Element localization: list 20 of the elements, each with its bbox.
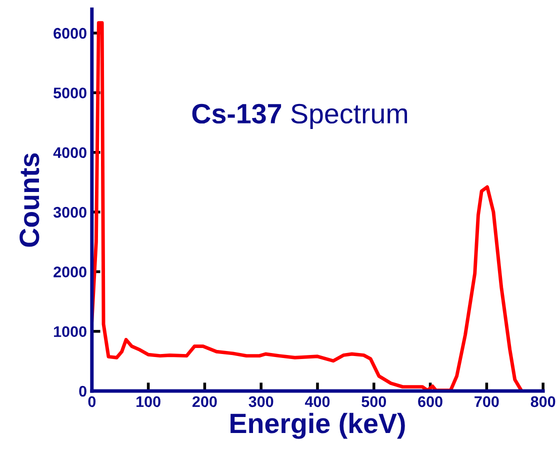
x-tick-label: 200 (192, 396, 217, 408)
y-tick-label: 2000 (54, 266, 86, 278)
x-tick-label: 700 (474, 396, 499, 408)
x-tick-label: 300 (248, 396, 274, 408)
x-tick-label: 400 (304, 396, 330, 408)
x-axis-title: Energie (keV) (230, 412, 405, 439)
x-tick-label: 800 (530, 396, 556, 408)
x-tick-label: 0 (88, 396, 96, 408)
x-tick-label: 500 (362, 396, 386, 408)
y-tick-label: 4000 (53, 147, 86, 158)
y-axis-title: Counts (20, 153, 40, 247)
line-series (92, 21, 524, 391)
y-tick-label: 5000 (54, 88, 86, 98)
x-tick-label: 600 (418, 396, 442, 408)
y-tick-label: 1000 (54, 326, 86, 338)
y-tick-label: 0 (79, 386, 86, 397)
x-tick-label: 100 (136, 396, 160, 408)
y-tick-label: 3000 (53, 206, 86, 218)
y-tick-label: 6000 (54, 28, 86, 39)
text: Cs-137 Spectrum (192, 104, 408, 130)
